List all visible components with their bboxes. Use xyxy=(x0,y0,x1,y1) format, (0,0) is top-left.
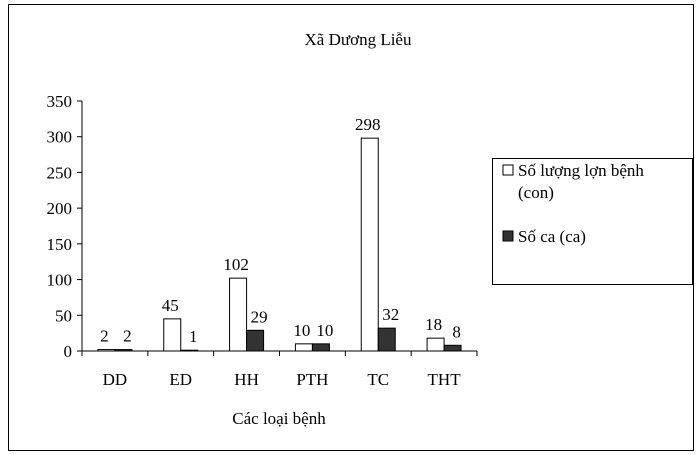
bar-pigs xyxy=(426,337,445,352)
x-tick-label: HH xyxy=(234,370,259,389)
legend-box xyxy=(492,158,693,285)
x-tick-label: DD xyxy=(103,370,128,389)
bar-pigs xyxy=(97,349,116,352)
legend-swatch xyxy=(502,230,514,242)
data-label: 10 xyxy=(293,321,310,340)
bar-cases xyxy=(246,329,265,352)
data-label: 1 xyxy=(189,327,198,346)
bar-cases xyxy=(114,349,133,352)
x-tick-label: TC xyxy=(367,370,389,389)
legend-label: Số lượng lợn bệnh xyxy=(518,161,644,180)
y-tick-label: 250 xyxy=(47,163,73,182)
y-tick-label: 100 xyxy=(47,271,73,290)
bar-pigs xyxy=(360,137,379,352)
data-label: 102 xyxy=(223,255,249,274)
x-tick-label: PTH xyxy=(296,370,328,389)
legend-label: Số ca (ca) xyxy=(518,227,586,246)
legend-label: (con) xyxy=(518,183,554,202)
x-tick-label: THT xyxy=(428,370,462,389)
legend-swatch xyxy=(502,164,514,176)
chart-title: Xã Dương Liễu xyxy=(305,30,412,49)
bar-cases xyxy=(377,327,396,352)
y-tick-label: 350 xyxy=(47,92,73,111)
bar-pigs xyxy=(163,318,182,352)
bar-cases xyxy=(180,349,199,352)
x-tick-label: ED xyxy=(169,370,192,389)
bar-cases xyxy=(443,344,462,352)
y-tick-label: 300 xyxy=(47,128,73,147)
data-label: 10 xyxy=(316,321,333,340)
data-label: 2 xyxy=(123,327,132,346)
y-tick-label: 0 xyxy=(64,342,73,361)
bar-pigs xyxy=(294,343,313,352)
bar-cases xyxy=(311,343,330,352)
y-tick-label: 150 xyxy=(47,235,73,254)
data-label: 45 xyxy=(162,296,179,315)
data-label: 8 xyxy=(452,322,461,341)
data-label: 32 xyxy=(382,305,399,324)
data-label: 18 xyxy=(425,315,442,334)
x-axis-label: Các loại bệnh xyxy=(232,409,326,428)
data-label: 2 xyxy=(100,327,109,346)
y-tick-label: 200 xyxy=(47,199,73,218)
y-tick-label: 50 xyxy=(55,306,72,325)
data-label: 29 xyxy=(251,307,268,326)
data-label: 298 xyxy=(355,115,381,134)
bar-pigs xyxy=(229,277,248,352)
